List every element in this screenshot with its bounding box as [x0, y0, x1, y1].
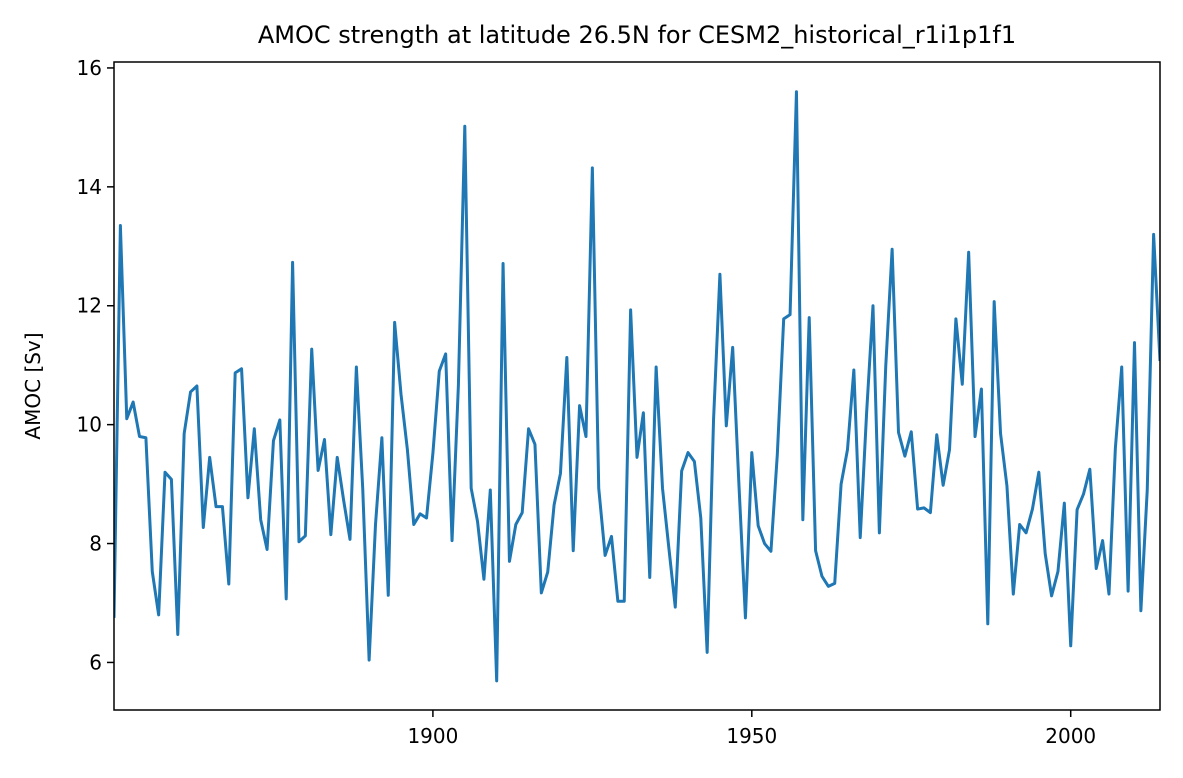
- y-tick-label: 16: [77, 56, 102, 80]
- axes-frame: [113, 61, 1161, 711]
- chart-title: AMOC strength at latitude 26.5N for CESM…: [258, 21, 1016, 49]
- y-tick-label: 12: [77, 294, 102, 318]
- plot-area: [114, 90, 1160, 683]
- y-tick-label: 14: [77, 175, 102, 199]
- x-axis: 1900 1950 2000: [407, 710, 1096, 748]
- y-tick-label: 6: [89, 650, 102, 674]
- y-tick-label: 10: [77, 413, 102, 437]
- y-tick-label: 8: [89, 532, 102, 556]
- x-tick-label: 1900: [407, 724, 458, 748]
- y-axis: 6 8 10 12 14 16: [77, 56, 114, 674]
- x-tick-label: 2000: [1045, 724, 1096, 748]
- series-line-0: [114, 90, 1160, 683]
- y-axis-label: AMOC [Sv]: [21, 332, 45, 439]
- x-tick-label: 1950: [726, 724, 777, 748]
